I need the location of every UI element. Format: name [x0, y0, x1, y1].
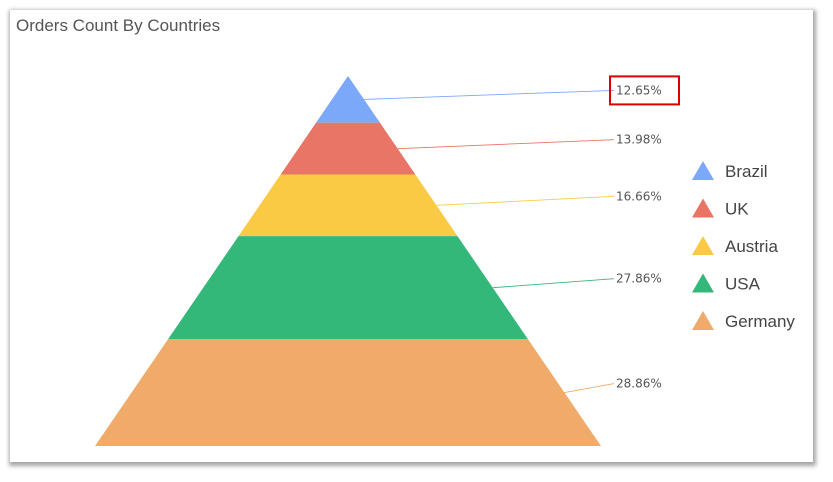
connector-line-germany [564, 383, 615, 394]
pyramid-segment-usa[interactable] [168, 236, 528, 340]
legend-label-germany[interactable]: Germany [725, 312, 795, 331]
legend-label-austria[interactable]: Austria [725, 237, 778, 256]
connector-line-austria [436, 195, 615, 206]
data-label-germany: 28.86% [616, 377, 662, 391]
data-label-uk: 13.98% [616, 133, 662, 147]
legend-label-usa[interactable]: USA [725, 275, 761, 294]
legend-icon-germany[interactable] [692, 311, 714, 330]
legend-icon-brazil[interactable] [692, 161, 714, 180]
legend-label-uk[interactable]: UK [725, 200, 749, 219]
chart-container: Orders Count By Countries 12.65% 13.98% 16… [10, 10, 813, 462]
legend-icon-austria[interactable] [692, 236, 714, 255]
connector-line-uk [397, 139, 615, 150]
chart-title: Orders Count By Countries [16, 16, 221, 35]
data-label-usa: 27.86% [616, 272, 662, 286]
connector-line-usa [492, 278, 615, 289]
pyramid-segment-austria[interactable] [238, 174, 458, 237]
legend-icon-uk[interactable] [692, 198, 714, 218]
legend-label-brazil[interactable]: Brazil [725, 162, 768, 181]
pyramid-segment-brazil[interactable] [315, 76, 381, 123]
legend-icon-usa[interactable] [692, 273, 714, 293]
connector-line-brazil [363, 89, 615, 100]
pyramid-segment-uk[interactable] [280, 122, 416, 175]
pyramid-chart: 12.65% 13.98% 16.66% 27.86% 28.86% Brazil UK Au… [95, 75, 795, 446]
data-label-brazil: 12.65% [616, 83, 662, 97]
data-label-austria: 16.66% [616, 189, 662, 203]
highlight-box [609, 75, 680, 106]
pyramid-segment-germany[interactable] [95, 339, 601, 446]
